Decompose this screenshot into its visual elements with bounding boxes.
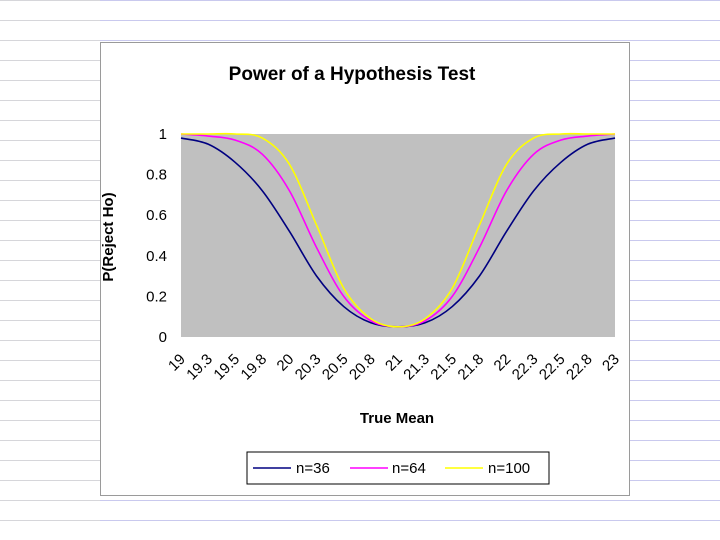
y-tick-label: 0.8 <box>146 167 167 184</box>
x-tick-label: 21.5 <box>427 351 460 384</box>
y-axis-title: P(Reject Ho) <box>100 192 117 281</box>
slide-margin <box>0 0 100 540</box>
legend-label: n=64 <box>392 460 426 477</box>
chart-title: Power of a Hypothesis Test <box>229 64 476 85</box>
series-line-n100 <box>181 132 615 328</box>
x-tick-label: 19.5 <box>210 351 243 384</box>
x-tick-label: 20.3 <box>292 351 325 384</box>
x-tick-label: 22.3 <box>509 351 542 384</box>
x-tick-label: 21.8 <box>455 351 488 384</box>
legend: n=36 n=64 n=100 <box>246 451 550 485</box>
x-tick-label: 20.5 <box>319 351 352 384</box>
legend-label: n=36 <box>296 460 330 477</box>
legend-label: n=100 <box>488 460 530 477</box>
x-tick-label: 22.5 <box>536 351 569 384</box>
legend-box <box>246 451 550 485</box>
x-tick-label: 21.3 <box>400 351 433 384</box>
y-tick-label: 0.2 <box>146 288 167 305</box>
y-tick-label: 0.6 <box>146 207 167 224</box>
plot-area <box>181 134 615 337</box>
x-axis-title: True Mean <box>360 410 434 427</box>
y-tick-label: 0 <box>159 329 167 346</box>
y-tick-label: 0.4 <box>146 248 167 265</box>
x-tick-label: 23 <box>599 351 623 375</box>
y-tick-label: 1 <box>159 126 167 143</box>
y-axis-ticks: 0 0.2 0.4 0.6 0.8 1 <box>146 126 167 346</box>
x-tick-label: 20.8 <box>346 351 379 384</box>
x-tick-label: 19.3 <box>183 351 216 384</box>
x-tick-label: 19.8 <box>238 351 271 384</box>
series-lines <box>180 132 616 328</box>
x-tick-label: 22.8 <box>563 351 596 384</box>
